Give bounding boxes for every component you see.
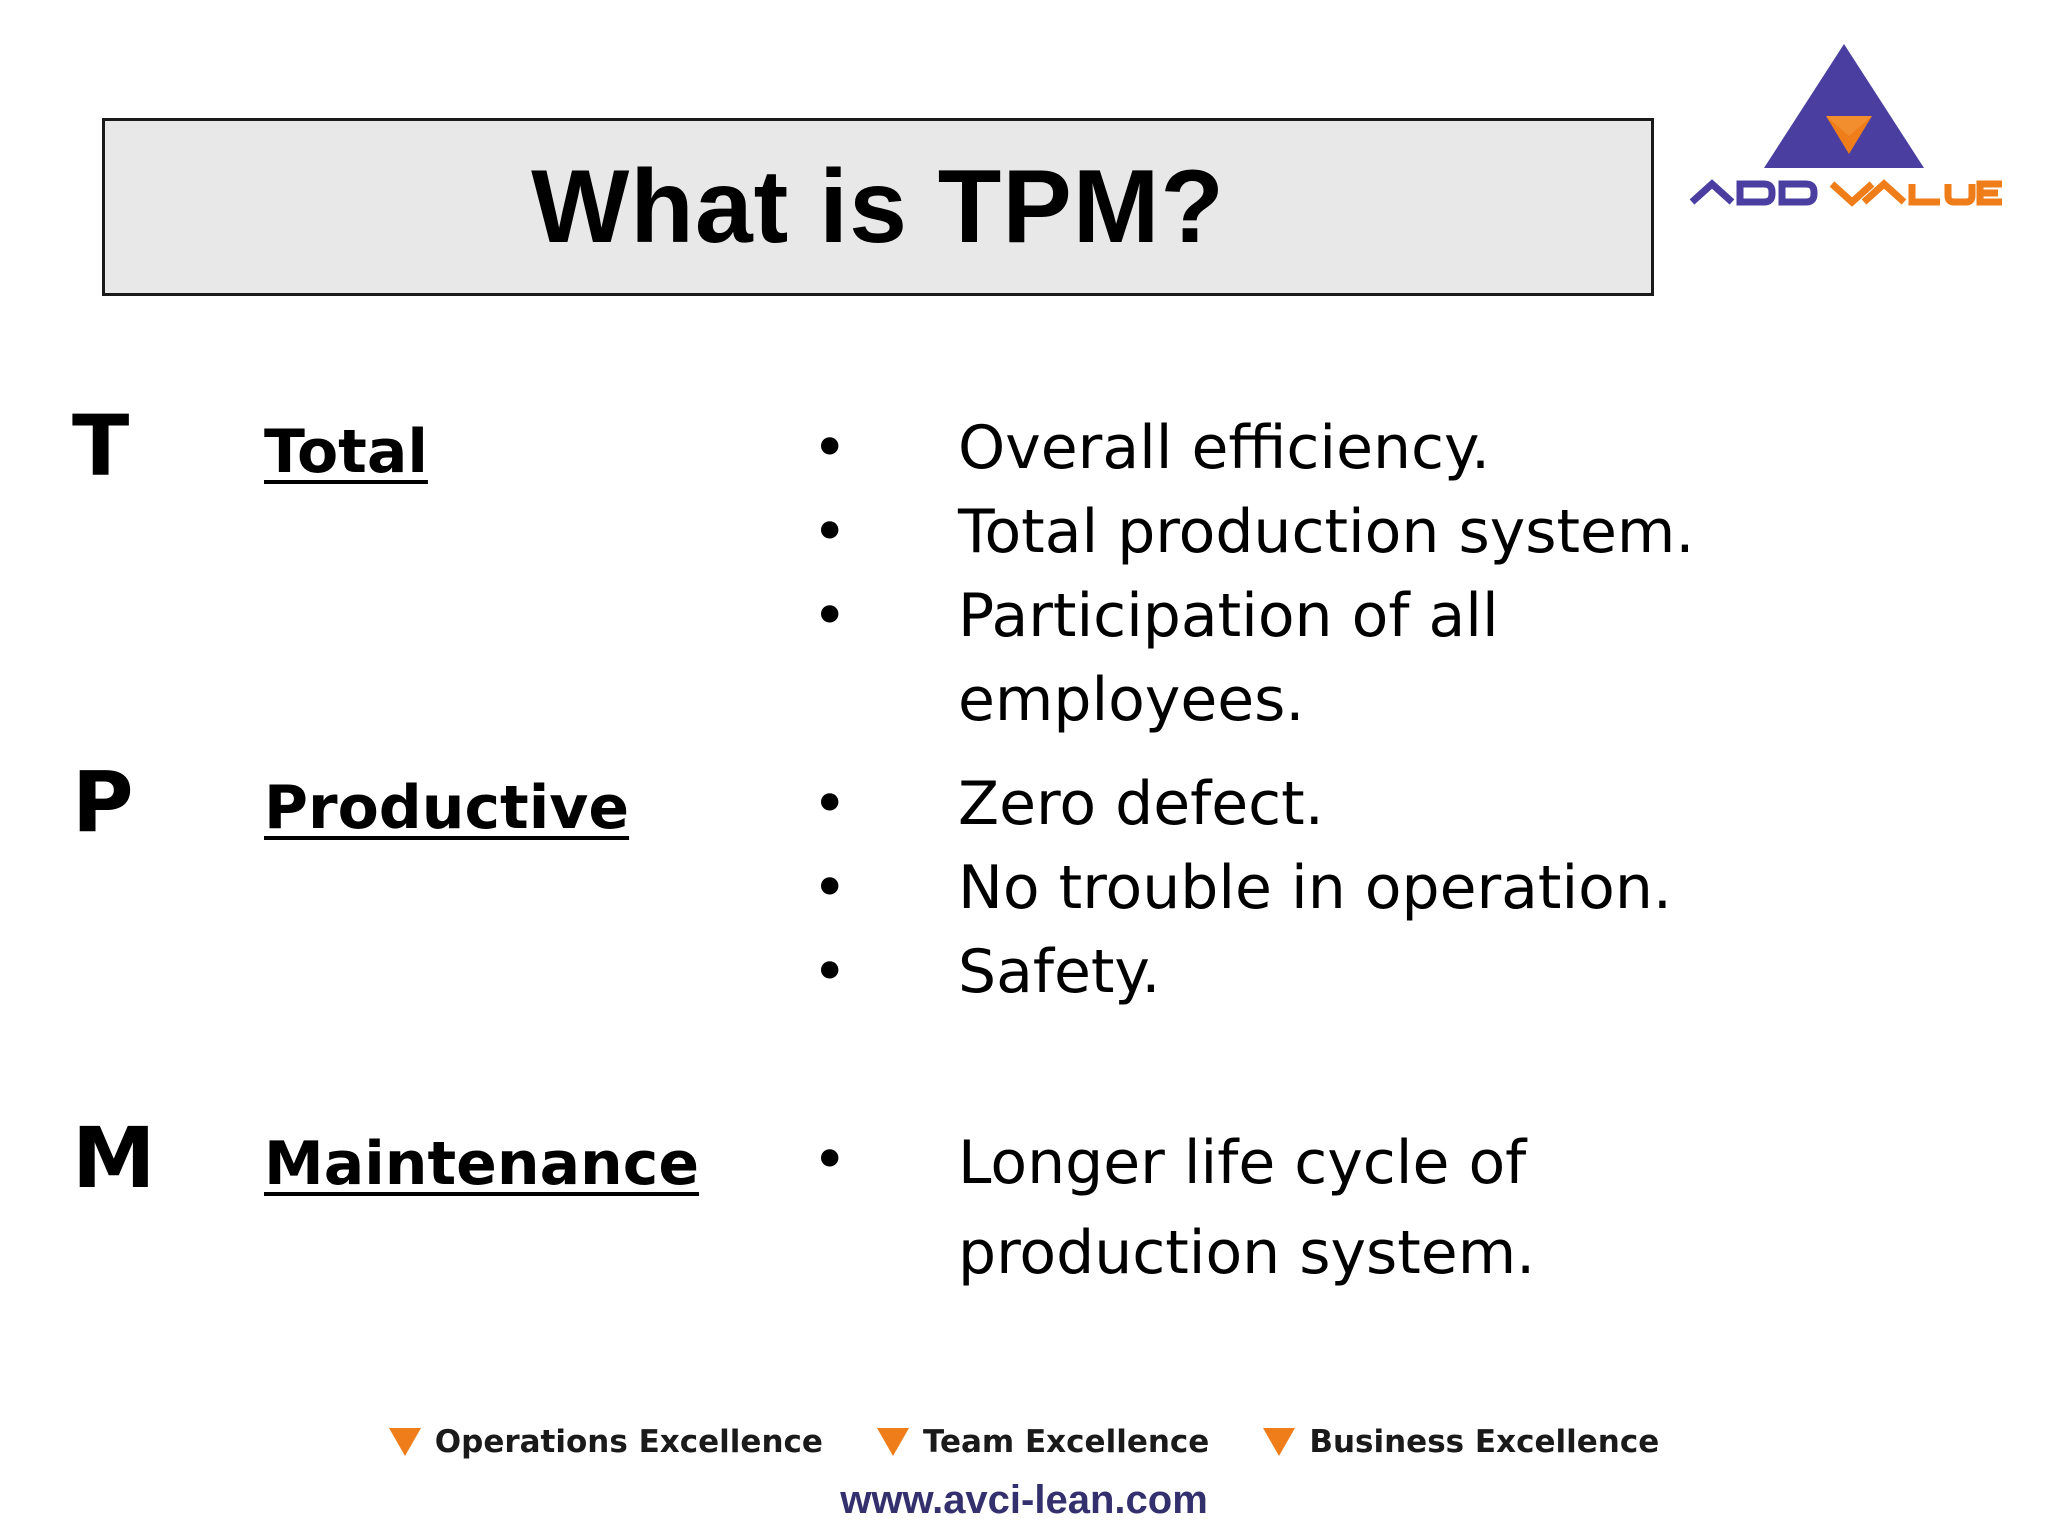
footer-tag: Operations Excellence: [388, 1424, 823, 1460]
footer-tag: Business Excellence: [1263, 1424, 1659, 1460]
bullet-icon: •: [812, 581, 848, 651]
bullet-list: • Zero defect. • No trouble in operation…: [812, 762, 1812, 1014]
footer-tags: Operations Excellence Team Excellence Bu…: [0, 1422, 2048, 1462]
row-word: Productive: [264, 773, 630, 843]
bullet-list: • Longer life cycle of production system…: [812, 1118, 1812, 1298]
title-box: What is TPM?: [102, 118, 1654, 296]
bullet-item: • Total production system.: [812, 490, 1812, 574]
bullet-item: • Participation of all employees.: [812, 574, 1812, 742]
row-letter: M: [72, 1109, 156, 1207]
bullet-icon: •: [812, 413, 848, 483]
bullet-icon: •: [812, 853, 848, 923]
slide-title: What is TPM?: [531, 148, 1225, 265]
bullet-icon: •: [812, 1125, 848, 1195]
row-word: Total: [264, 417, 428, 487]
bullet-item: • Longer life cycle of production system…: [812, 1118, 1812, 1298]
orange-triangle-icon: [876, 1428, 909, 1456]
footer-url[interactable]: www.avci-lean.com: [840, 1478, 1208, 1522]
bullet-icon: •: [812, 937, 848, 1007]
orange-triangle-icon: [388, 1428, 421, 1456]
bullet-item: • No trouble in operation.: [812, 846, 1812, 930]
bullet-list: • Overall efficiency. • Total production…: [812, 406, 1812, 742]
bullet-icon: •: [812, 769, 848, 839]
bullet-item: • Safety.: [812, 930, 1812, 1014]
bullet-item: • Zero defect.: [812, 762, 1812, 846]
bullet-item: • Overall efficiency.: [812, 406, 1812, 490]
row-word: Maintenance: [264, 1129, 700, 1199]
bullet-icon: •: [812, 497, 848, 567]
add-value-logo: [1689, 44, 2002, 207]
orange-triangle-icon: [1263, 1428, 1296, 1456]
row-letter: P: [72, 753, 134, 851]
row-letter: T: [72, 397, 130, 495]
footer-tag: Team Excellence: [876, 1424, 1209, 1460]
